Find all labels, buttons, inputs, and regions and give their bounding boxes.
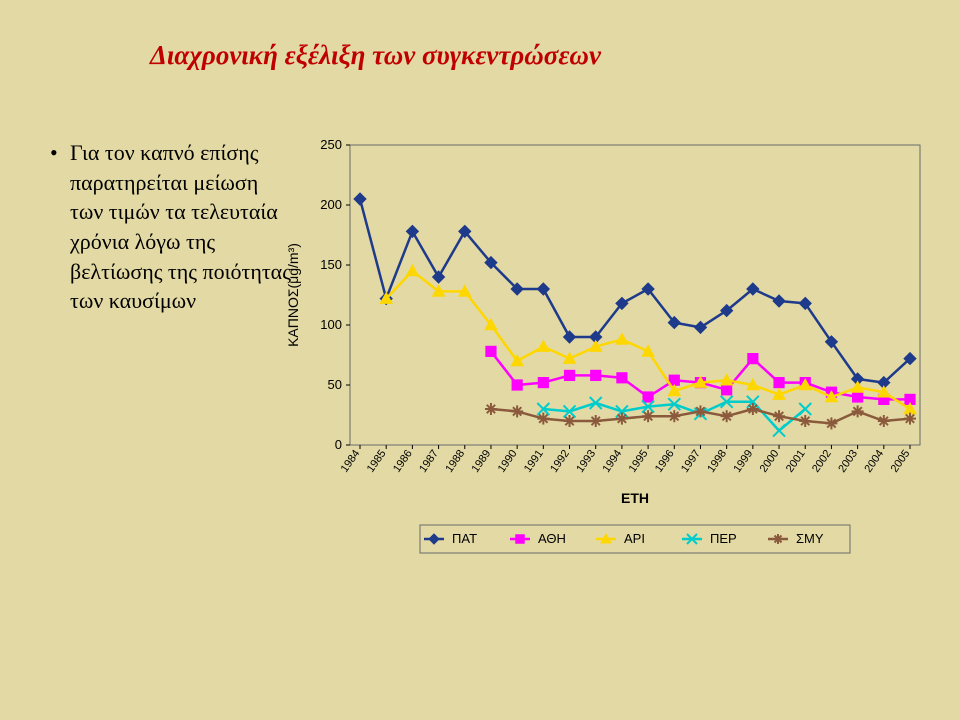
svg-text:2003: 2003 <box>836 448 860 475</box>
svg-text:1998: 1998 <box>705 448 729 475</box>
svg-text:1994: 1994 <box>600 448 624 475</box>
svg-text:ΠΑΤ: ΠΑΤ <box>452 531 477 546</box>
svg-text:1988: 1988 <box>443 448 467 475</box>
svg-text:1985: 1985 <box>365 448 389 475</box>
svg-text:1995: 1995 <box>627 448 651 475</box>
svg-text:2004: 2004 <box>862 448 886 475</box>
svg-text:100: 100 <box>320 317 342 332</box>
svg-text:ΕΤΗ: ΕΤΗ <box>621 490 649 506</box>
svg-text:2000: 2000 <box>758 448 782 475</box>
svg-text:1997: 1997 <box>679 448 703 475</box>
svg-text:1989: 1989 <box>470 448 494 475</box>
svg-text:ΠΕΡ: ΠΕΡ <box>710 531 737 546</box>
chart-container: 0501001502002501984198519861987198819891… <box>280 135 940 565</box>
bullet-dot-icon: • <box>50 138 58 168</box>
svg-text:1987: 1987 <box>417 448 441 475</box>
line-chart: 0501001502002501984198519861987198819891… <box>280 135 940 565</box>
svg-text:ΑΘΗ: ΑΘΗ <box>538 531 566 546</box>
slide-page: Διαχρονική εξέλιξη των συγκεντρώσεων • Γ… <box>0 0 960 720</box>
svg-text:200: 200 <box>320 197 342 212</box>
svg-text:2005: 2005 <box>889 448 913 475</box>
svg-text:0: 0 <box>335 437 342 452</box>
svg-text:1993: 1993 <box>574 448 598 475</box>
svg-text:ΑΡΙ: ΑΡΙ <box>624 531 645 546</box>
svg-text:150: 150 <box>320 257 342 272</box>
svg-text:1992: 1992 <box>548 448 572 475</box>
svg-text:1990: 1990 <box>496 448 520 475</box>
svg-text:1984: 1984 <box>339 448 363 475</box>
svg-text:1996: 1996 <box>653 448 677 475</box>
svg-text:1991: 1991 <box>522 448 546 475</box>
svg-text:ΚΑΠΝΟΣ(μg/m³): ΚΑΠΝΟΣ(μg/m³) <box>285 243 301 347</box>
svg-text:ΣΜΥ: ΣΜΥ <box>796 531 824 546</box>
bullet-text: • Για τον καπνό επίσης παρατηρείται μείω… <box>70 138 295 316</box>
page-title: Διαχρονική εξέλιξη των συγκεντρώσεων <box>150 40 601 71</box>
svg-text:2002: 2002 <box>810 448 834 475</box>
svg-text:2001: 2001 <box>784 448 808 475</box>
svg-text:1986: 1986 <box>391 448 415 475</box>
svg-text:250: 250 <box>320 137 342 152</box>
svg-text:50: 50 <box>328 377 342 392</box>
bullet-content: Για τον καπνό επίσης παρατηρείται μείωση… <box>70 140 291 313</box>
svg-text:1999: 1999 <box>731 448 755 475</box>
